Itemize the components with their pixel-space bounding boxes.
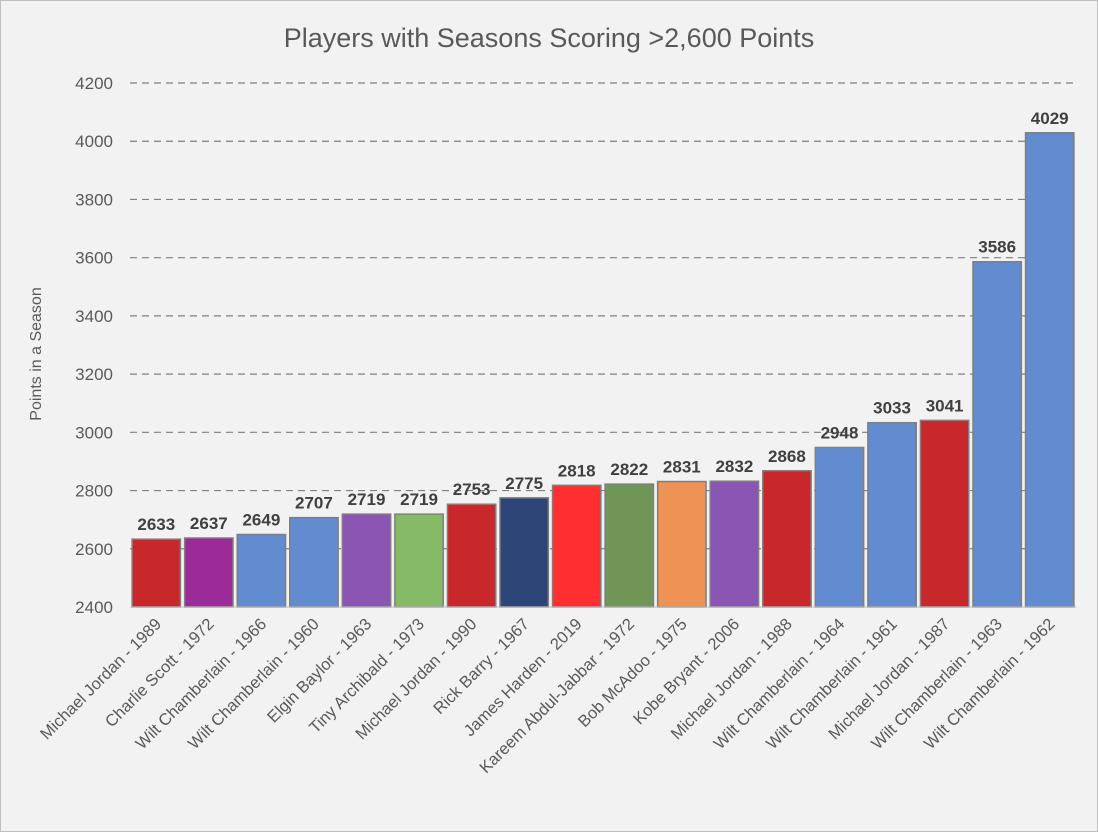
data-label-9: 2818: [558, 461, 596, 480]
y-tick-3000: 3000: [75, 423, 113, 442]
y-tick-3800: 3800: [75, 190, 113, 209]
data-label-3: 2649: [242, 511, 280, 530]
data-label-16: 3041: [926, 396, 964, 415]
data-label-15: 3033: [873, 399, 911, 418]
y-tick-2600: 2600: [75, 540, 113, 559]
data-label-18: 4029: [1031, 109, 1069, 128]
bar-4: [289, 516, 339, 608]
data-label-12: 2832: [715, 457, 753, 476]
data-label-6: 2719: [400, 490, 438, 509]
bar-7: [446, 503, 497, 608]
bar-17: [972, 260, 1023, 608]
data-label-10: 2822: [610, 460, 648, 479]
bar-9: [551, 484, 602, 608]
bar-1: [131, 538, 182, 608]
bar-12: [709, 480, 760, 608]
chart-title: Players with Seasons Scoring >2,600 Poin…: [284, 23, 815, 53]
bar-5: [341, 513, 392, 608]
bar-8: [499, 497, 550, 608]
bar-10: [604, 483, 655, 608]
bar-11: [656, 480, 707, 608]
bar-18: [1024, 132, 1075, 608]
y-axis-label: Points in a Season: [28, 287, 45, 420]
y-tick-2400: 2400: [75, 598, 113, 617]
bar-2: [183, 537, 234, 608]
bar-6: [394, 513, 444, 608]
bar-13: [762, 470, 812, 608]
y-tick-2800: 2800: [75, 482, 113, 501]
data-label-17: 3586: [978, 238, 1016, 257]
y-tick-4000: 4000: [75, 132, 113, 151]
data-label-14: 2948: [821, 423, 859, 442]
data-label-11: 2831: [663, 458, 701, 477]
category-label-8: Rick Barry - 1967: [430, 615, 533, 718]
bar-16: [919, 419, 970, 608]
data-label-8: 2775: [505, 474, 543, 493]
data-label-2: 2637: [190, 514, 228, 533]
data-labels: 2633 2637 2649 2707 2719 2719 2753 2775 2818 2822…: [137, 109, 1068, 534]
data-label-13: 2868: [768, 447, 806, 466]
bar-15: [867, 421, 917, 608]
data-label-7: 2753: [453, 480, 491, 499]
data-label-1: 2633: [137, 515, 175, 534]
y-tick-3600: 3600: [75, 249, 113, 268]
bar-14: [814, 446, 865, 608]
data-label-4: 2707: [295, 494, 333, 513]
bars: [131, 132, 1075, 608]
y-tick-4200: 4200: [75, 74, 113, 93]
gridlines: [130, 82, 1076, 550]
y-tick-labels: 2400 2600 2800 3000 3200 3400 3600 3800 4000 4200: [75, 74, 113, 617]
data-label-5: 2719: [348, 490, 386, 509]
y-tick-3200: 3200: [75, 365, 113, 384]
y-tick-3400: 3400: [75, 307, 113, 326]
bar-3: [236, 533, 287, 608]
